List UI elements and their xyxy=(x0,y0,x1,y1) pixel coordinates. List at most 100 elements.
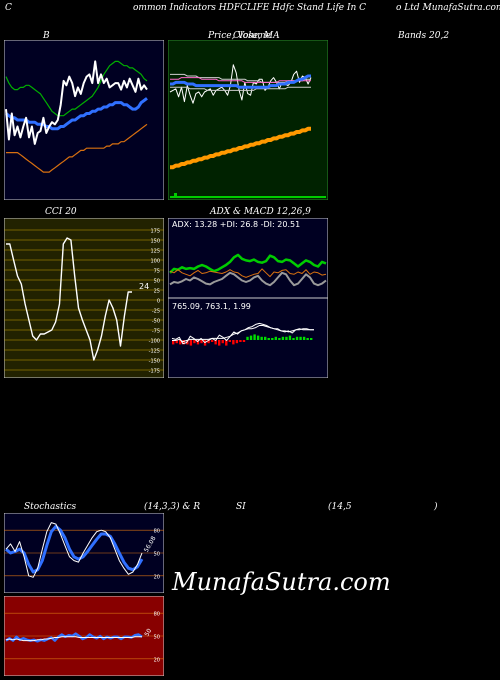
rsi-signal-line xyxy=(5,636,142,642)
price-line xyxy=(5,60,148,145)
axis-tick-label: 75 xyxy=(154,269,160,275)
close-price-line xyxy=(169,64,312,104)
macd-histogram-bar xyxy=(179,340,182,345)
macd-histogram-bar xyxy=(274,336,278,340)
axis-tick-label: 100 xyxy=(150,259,160,265)
bollinger-title: B xyxy=(43,31,50,41)
rsi-panel: 80 50 20 50 xyxy=(4,596,164,676)
macd-histogram-bar xyxy=(214,340,217,345)
macd-histogram-bar xyxy=(285,336,288,340)
macd-histogram-bar xyxy=(299,336,302,340)
macd-histogram-bar xyxy=(267,338,270,340)
axis-tick-label: -25 xyxy=(152,309,160,315)
ma-line xyxy=(170,86,311,91)
cci-background xyxy=(4,218,164,378)
macd-histogram-bar xyxy=(306,338,309,340)
volume-bars xyxy=(170,193,326,198)
axis-tick-label: -50 xyxy=(152,319,160,325)
macd-line xyxy=(171,322,314,345)
macd-histogram-bar xyxy=(196,340,200,345)
price-title-a: Price, Volume xyxy=(208,31,271,41)
macd-histogram-bar xyxy=(271,338,274,340)
stoch-d-line xyxy=(5,524,144,574)
macd-histogram-bar xyxy=(295,336,299,340)
macd-histogram-bar xyxy=(175,340,178,344)
macd-histogram-bar xyxy=(310,338,313,340)
macd-histogram-bar xyxy=(221,340,224,344)
ma-line xyxy=(170,77,311,83)
axis-tick-label: 125 xyxy=(150,249,160,255)
adx-values-text: ADX: 13.28 +DI: 26.8 -DI: 20.51 xyxy=(172,220,300,229)
macd-histogram-bar xyxy=(210,340,214,342)
rsi-title-c: ) xyxy=(434,502,438,512)
macd-histogram-bar xyxy=(228,340,232,342)
macd-histogram-bar xyxy=(260,336,263,340)
axis-tick-label: -100 xyxy=(149,339,160,345)
lower-band-line xyxy=(6,123,148,173)
axis-tick-label: -150 xyxy=(149,359,160,365)
stoch-title-b: (14,3,3) & R xyxy=(144,502,201,512)
price-title-b: Close, MA xyxy=(233,31,280,41)
axis-tick-label: 25 xyxy=(154,289,160,295)
di-plus-line xyxy=(169,253,327,274)
macd-histogram-bar xyxy=(218,340,221,346)
axis-tick-label: 20 xyxy=(154,657,160,663)
rsi-title-b: (14,5 xyxy=(328,502,352,512)
macd-histogram-bar xyxy=(256,335,260,340)
macd-histogram-bar xyxy=(193,340,196,344)
macd-histogram-bar xyxy=(207,340,210,344)
di-minus-line xyxy=(169,268,327,278)
macd-histogram-bar xyxy=(225,340,228,346)
header-left: C xyxy=(5,3,12,13)
macd-histogram-bar xyxy=(200,340,203,344)
ma-orange-line xyxy=(170,126,311,170)
adx-line xyxy=(169,271,327,287)
cci-title: CCI 20 xyxy=(45,207,77,217)
bollinger-background xyxy=(4,40,164,200)
axis-tick-label: 80 xyxy=(154,612,160,618)
macd-histogram-bar xyxy=(235,340,239,344)
macd-histogram-bar xyxy=(292,338,295,340)
axis-tick-label: 20 xyxy=(154,574,160,580)
cci-line xyxy=(6,237,132,361)
price-panel xyxy=(168,40,328,200)
macd-histogram-bar xyxy=(253,334,256,340)
bands-title-end: Bands 20,2 xyxy=(398,31,450,41)
macd-histogram-bar xyxy=(172,340,175,345)
macd-histogram-bar xyxy=(246,336,249,340)
price-background xyxy=(168,40,328,200)
macd-histogram-bar xyxy=(264,336,267,340)
axis-tick-label: 50 xyxy=(154,279,160,285)
macd-histogram-bar xyxy=(182,340,186,345)
rsi-value-label: 50 xyxy=(143,627,153,637)
axis-tick-label: 50 xyxy=(154,635,160,641)
macd-histogram-bar xyxy=(278,338,281,340)
axis-tick-label: 0 xyxy=(157,299,160,305)
axis-tick-label: 80 xyxy=(154,529,160,535)
macd-histogram-bar xyxy=(302,336,306,340)
watermark: MunafaSutra.com xyxy=(172,568,391,596)
macd-histogram-bar xyxy=(249,335,253,340)
upper-band-line xyxy=(5,60,148,117)
rsi-title-a: SI xyxy=(236,502,246,512)
macd-values-text: 765.09, 763.1, 1.99 xyxy=(172,302,251,311)
middle-band-line xyxy=(5,97,148,131)
macd-histogram-bar xyxy=(242,340,246,342)
header-title: ommon Indicators HDFCLIFE Hdfc Stand Lif… xyxy=(133,3,367,13)
volume-bar xyxy=(170,196,326,198)
ma-blue-line xyxy=(170,74,311,89)
stoch-k-line xyxy=(5,522,143,578)
axis-tick-label: -175 xyxy=(149,369,160,375)
macd-histogram-bar xyxy=(281,336,285,340)
axis-tick-label: -75 xyxy=(152,329,160,335)
axis-tick-label: 175 xyxy=(150,229,160,235)
macd-histogram-bar xyxy=(232,340,235,345)
axis-tick-label: 150 xyxy=(150,239,160,245)
header-right: o Ltd MunafaSutra.com xyxy=(396,3,500,13)
macd-histogram-bar xyxy=(288,335,292,340)
axis-tick-label: -125 xyxy=(149,349,160,355)
volume-spike xyxy=(174,193,177,198)
adx-macd-panel: ADX: 13.28 +DI: 26.8 -DI: 20.51 765.09, … xyxy=(168,218,328,378)
cci-panel: 175 150 125 100 75 50 25 0 -25 -50 -75 -100 -125 -150… xyxy=(4,218,164,378)
